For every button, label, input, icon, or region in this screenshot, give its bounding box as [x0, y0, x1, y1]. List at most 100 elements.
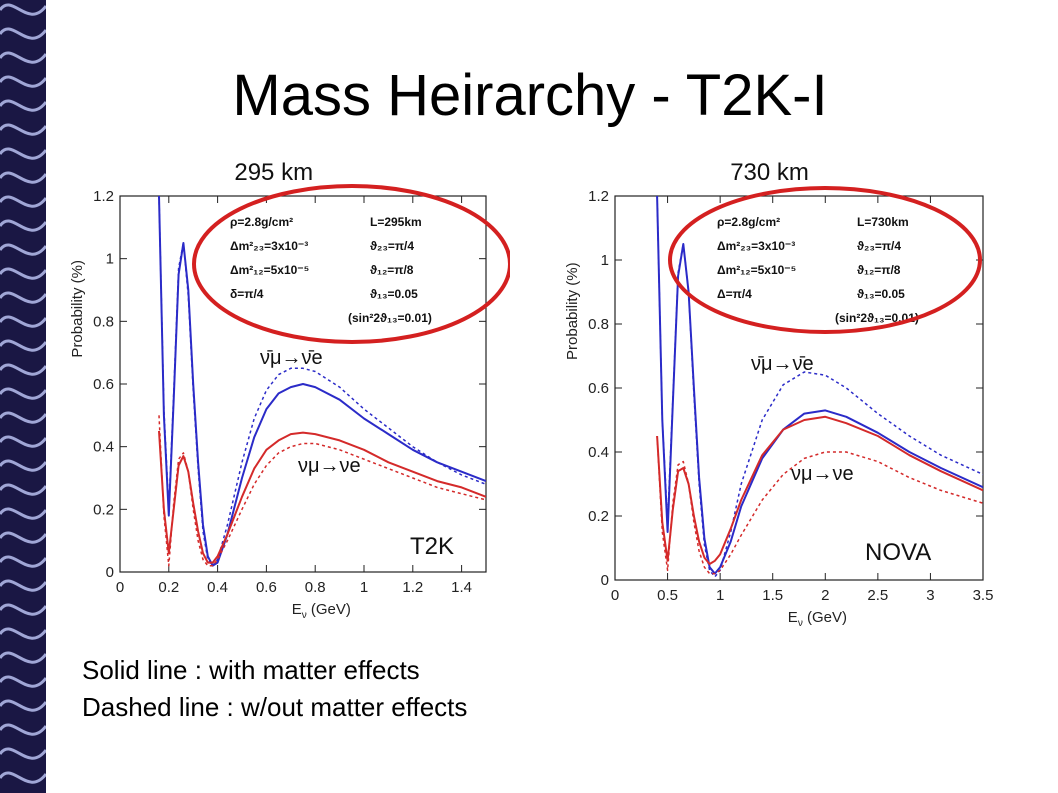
- x-tick-label: 0.6: [256, 579, 277, 596]
- deco-wave: [0, 435, 46, 448]
- deco-wave: [0, 507, 46, 520]
- chart-title: 295 km: [234, 159, 313, 186]
- y-tick-label: 1: [601, 252, 609, 269]
- x-tick-label: 1.4: [451, 579, 472, 596]
- neutrino-dashed-line: [656, 435, 983, 575]
- y-tick-label: 0.6: [93, 376, 114, 393]
- x-tick-label: 0.4: [207, 579, 228, 596]
- x-tick-label: 0.8: [305, 579, 326, 596]
- param-left: Δm²₂₃=3x10⁻³: [717, 239, 795, 253]
- deco-wave: [0, 531, 46, 544]
- param-right: ϑ₁₃=0.05: [857, 287, 905, 301]
- y-tick-label: 0.6: [588, 380, 609, 397]
- decorative-side-strip: [0, 0, 46, 793]
- deco-wave: [0, 771, 46, 784]
- y-tick-label: 0: [601, 572, 609, 589]
- x-tick-label: 0.2: [158, 579, 179, 596]
- deco-wave: [0, 267, 46, 280]
- deco-wave: [0, 171, 46, 184]
- label-neutrino: νμ→νe: [791, 463, 854, 485]
- y-tick-label: 0.2: [588, 508, 609, 525]
- y-tick-label: 0.2: [93, 501, 114, 518]
- param-right: ϑ₂₃=π/4: [370, 239, 414, 253]
- x-tick-label: 3: [926, 587, 934, 604]
- label-neutrino: νμ→νe: [298, 455, 361, 477]
- y-tick-label: 0.4: [93, 439, 114, 456]
- label-antineutrino: ν̄μ→ν̄e: [751, 353, 814, 375]
- y-tick-label: 1.2: [588, 188, 609, 205]
- y-axis-label: Probability (%): [69, 260, 86, 358]
- deco-wave: [0, 483, 46, 496]
- x-tick-label: 0.5: [657, 587, 678, 604]
- deco-wave: [0, 75, 46, 88]
- deco-wave: [0, 27, 46, 40]
- deco-wave: [0, 363, 46, 376]
- legend-solid-line: Solid line : with matter effects: [82, 655, 420, 685]
- series-group: [158, 196, 486, 567]
- deco-wave: [0, 627, 46, 640]
- param-left: ρ=2.8g/cm²: [230, 215, 293, 229]
- x-axis-label: Eν (GeV): [788, 609, 847, 629]
- deco-wave: [0, 579, 46, 592]
- y-axis-label: Probability (%): [564, 262, 581, 360]
- param-right: L=730km: [857, 215, 909, 229]
- x-tick-label: 0: [116, 579, 124, 596]
- deco-wave: [0, 603, 46, 616]
- deco-wave: [0, 291, 46, 304]
- param-right: (sin²2ϑ₁₃=0.01): [835, 311, 919, 325]
- deco-wave: [0, 51, 46, 64]
- y-tick-label: 0.8: [93, 313, 114, 330]
- deco-wave: [0, 411, 46, 424]
- deco-wave: [0, 243, 46, 256]
- x-tick-label: 1: [360, 579, 368, 596]
- antineutrino-dashed-line: [656, 196, 983, 578]
- label-antineutrino: ν̄μ→ν̄e: [260, 347, 323, 369]
- deco-wave: [0, 723, 46, 736]
- param-right: (sin²2ϑ₁₃=0.01): [348, 311, 432, 325]
- chart-295km: 295 km 0 0.2 0.4 0.6 0.8 1 1.2 1.4 0 0.2 0.4 0.6 0.8 1…: [69, 159, 510, 621]
- deco-wave: [0, 699, 46, 712]
- x-tick-label: 2: [821, 587, 829, 604]
- y-tick-label: 1.2: [93, 188, 114, 205]
- param-left: Δm²₁₂=5x10⁻⁵: [230, 263, 309, 277]
- param-right: ϑ₂₃=π/4: [857, 239, 901, 253]
- antineutrino-solid-line: [656, 196, 983, 575]
- param-left: Δm²₂₃=3x10⁻³: [230, 239, 308, 253]
- x-axis-label: Eν (GeV): [292, 601, 351, 621]
- x-tick-label: 1.5: [762, 587, 783, 604]
- highlight-ellipse: [668, 186, 982, 334]
- deco-wave: [0, 99, 46, 112]
- param-left: Δ=π/4: [717, 287, 752, 301]
- deco-wave: [0, 339, 46, 352]
- x-tick-label: 2.5: [867, 587, 888, 604]
- highlight-ellipse: [192, 184, 510, 344]
- y-tick-label: 0: [106, 564, 114, 581]
- param-right: ϑ₁₃=0.05: [370, 287, 418, 301]
- deco-wave: [0, 651, 46, 664]
- neutrino-dashed-line: [158, 415, 486, 567]
- deco-wave: [0, 123, 46, 136]
- param-right: ϑ₁₂=π/8: [857, 263, 901, 277]
- deco-wave: [0, 459, 46, 472]
- x-tick-label: 1.2: [402, 579, 423, 596]
- y-tick-label: 0.4: [588, 444, 609, 461]
- param-right: L=295km: [370, 215, 422, 229]
- param-left: Δm²₁₂=5x10⁻⁵: [717, 263, 796, 277]
- x-tick-label: 3.5: [973, 587, 994, 604]
- deco-wave: [0, 555, 46, 568]
- chart-730km: 730 km 0 0.5 1 1.5 2 2.5 3 3.5 0 0.2 0.4 0.6 0.8 1 1.2 E…: [564, 159, 994, 629]
- antineutrino-solid-line: [158, 196, 486, 567]
- deco-wave: [0, 315, 46, 328]
- neutrino-solid-line: [158, 430, 486, 564]
- slide-title: Mass Heirarchy - T2K-I: [232, 63, 828, 128]
- y-tick-label: 1: [106, 251, 114, 268]
- deco-wave: [0, 147, 46, 160]
- chart-title: 730 km: [730, 159, 809, 186]
- deco-wave: [0, 3, 46, 16]
- deco-wave: [0, 675, 46, 688]
- x-tick-label: 0: [611, 587, 619, 604]
- neutrino-solid-line: [656, 415, 983, 565]
- series-group: [656, 196, 983, 578]
- deco-wave: [0, 747, 46, 760]
- antineutrino-dashed-line: [158, 196, 486, 567]
